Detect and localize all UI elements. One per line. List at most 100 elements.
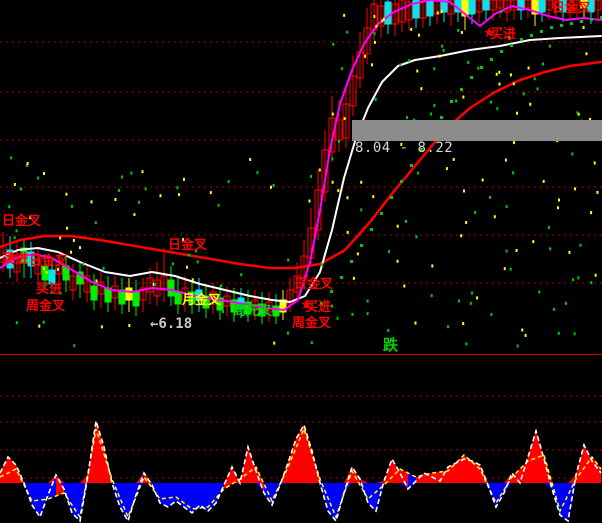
scatter-dot bbox=[331, 157, 334, 161]
scatter-dot bbox=[114, 197, 117, 201]
scatter-dot bbox=[375, 24, 378, 28]
candle-body bbox=[76, 271, 84, 285]
scatter-dot bbox=[498, 82, 501, 86]
candle-body bbox=[41, 265, 49, 281]
scatter-dot bbox=[532, 240, 535, 244]
candle-body bbox=[111, 285, 119, 299]
osc-band bbox=[432, 472, 440, 481]
scatter-dot bbox=[42, 320, 45, 324]
osc-negative-area bbox=[376, 483, 384, 511]
buy-star-icon-2: ★ bbox=[5, 249, 18, 265]
scatter-dot bbox=[462, 321, 465, 325]
trail-dot bbox=[450, 100, 453, 103]
scatter-dot bbox=[178, 193, 181, 197]
scatter-dot bbox=[553, 307, 556, 311]
scatter-dot bbox=[594, 273, 597, 277]
trail-dot bbox=[440, 116, 443, 119]
scatter-dot bbox=[15, 321, 18, 325]
oscillator-panel[interactable] bbox=[0, 355, 602, 523]
osc-positive-area bbox=[456, 459, 464, 483]
scatter-dot bbox=[399, 63, 402, 67]
scatter-dot bbox=[490, 312, 493, 316]
osc-positive-area bbox=[424, 473, 432, 483]
scatter-dot bbox=[332, 42, 335, 46]
scatter-dot bbox=[460, 234, 463, 238]
scatter-dot bbox=[182, 238, 185, 242]
scatter-dot bbox=[465, 342, 468, 346]
scatter-dot bbox=[141, 170, 144, 174]
scatter-dot bbox=[185, 265, 188, 269]
candle-body bbox=[566, 0, 574, 11]
scatter-dot bbox=[308, 199, 311, 203]
scatter-dot bbox=[441, 44, 444, 48]
scatter-dot bbox=[144, 187, 147, 191]
scatter-dot bbox=[72, 238, 75, 242]
osc-band bbox=[264, 484, 272, 505]
scatter-dot bbox=[227, 180, 230, 184]
osc-negative-area bbox=[200, 483, 208, 511]
trail-dot bbox=[480, 66, 483, 69]
candle-body bbox=[573, 0, 581, 11]
signal-marker-m14: 买进 bbox=[490, 27, 517, 42]
scatter-dot bbox=[366, 312, 369, 316]
candle-body bbox=[517, 0, 525, 11]
scatter-dot bbox=[420, 87, 423, 91]
scatter-dot bbox=[374, 97, 377, 101]
candle-body bbox=[293, 275, 301, 293]
scatter-dot bbox=[366, 299, 369, 303]
scatter-dot bbox=[512, 141, 515, 145]
scatter-dot bbox=[318, 168, 321, 172]
trail-dot bbox=[550, 26, 553, 29]
candle-body bbox=[27, 251, 35, 267]
panel-separator bbox=[0, 354, 602, 355]
scatter-dot bbox=[414, 321, 417, 325]
scatter-dot bbox=[287, 331, 290, 335]
scatter-dot bbox=[373, 32, 376, 36]
buy-star-icon-0: ★ bbox=[300, 297, 313, 313]
scatter-dot bbox=[460, 30, 463, 34]
scatter-dot bbox=[25, 164, 28, 168]
scatter-dot bbox=[209, 191, 212, 195]
price-chart-panel[interactable]: 8.04 - 8.22 ←6.18 日金叉 买进 日金叉 日金叉 买进 周金叉 月金叉 周死叉… bbox=[0, 0, 602, 354]
trail-dot bbox=[590, 18, 593, 21]
candle-body bbox=[559, 0, 567, 13]
osc-positive-area bbox=[80, 475, 88, 483]
osc-band bbox=[184, 503, 192, 513]
scatter-dot bbox=[43, 172, 46, 176]
scatter-dot bbox=[463, 189, 466, 193]
scatter-dot bbox=[343, 13, 346, 17]
candle-body bbox=[363, 27, 371, 55]
scatter-dot bbox=[405, 116, 408, 120]
trail-dot bbox=[410, 164, 413, 167]
candle-body bbox=[48, 269, 56, 285]
scatter-dot bbox=[73, 344, 76, 348]
scatter-dot bbox=[256, 171, 259, 175]
scatter-dot bbox=[403, 284, 406, 288]
scatter-dot bbox=[352, 276, 355, 280]
candle-body bbox=[538, 0, 546, 13]
scatter-dot bbox=[152, 282, 155, 286]
scatter-dot bbox=[371, 63, 374, 67]
osc-band bbox=[408, 473, 416, 489]
signal-marker-m9: 日金叉 bbox=[294, 277, 334, 292]
ma-line-2 bbox=[0, 0, 602, 311]
scatter-dot bbox=[66, 226, 69, 230]
scatter-dot bbox=[343, 117, 346, 121]
scatter-dot bbox=[524, 333, 527, 337]
osc-band bbox=[120, 498, 128, 521]
candle-body bbox=[139, 287, 147, 301]
scatter-dot bbox=[13, 182, 16, 186]
scatter-dot bbox=[90, 200, 93, 204]
trail-dot bbox=[490, 58, 493, 61]
signal-marker-m8: 周死叉 bbox=[233, 304, 273, 319]
scatter-dot bbox=[547, 225, 550, 229]
scatter-dot bbox=[549, 247, 552, 251]
scatter-dot bbox=[590, 281, 593, 285]
osc-positive-area bbox=[504, 473, 512, 483]
candle-body bbox=[132, 291, 140, 307]
scatter-dot bbox=[445, 167, 448, 171]
candle-body bbox=[524, 0, 532, 9]
scatter-dot bbox=[489, 195, 492, 199]
scatter-dot bbox=[404, 219, 407, 223]
scatter-dot bbox=[38, 324, 41, 328]
